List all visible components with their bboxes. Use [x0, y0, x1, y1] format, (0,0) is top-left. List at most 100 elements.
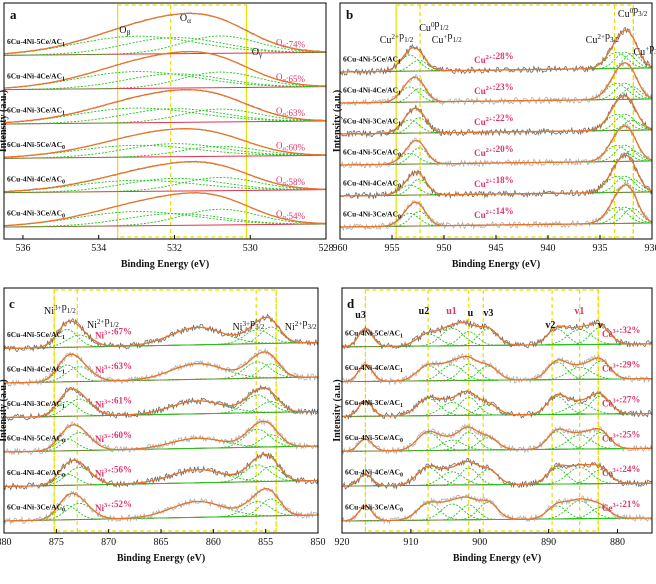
x-tick-label-b-4: 940 [541, 243, 556, 254]
sample-label: 6Cu-4Ni-4Ce/AC1 [7, 71, 65, 82]
x-tick-label-c-2: 870 [101, 537, 116, 548]
sample-label: 6Cu-4Ni-3Ce/AC1 [7, 399, 65, 410]
value-annotation: Ni3+:60% [95, 430, 132, 444]
peak-label-u1: u1 [446, 306, 457, 317]
x-tick-label-b-6: 930 [645, 243, 656, 254]
x-tick-label-d-1: 910 [403, 537, 418, 548]
peak-label-u3: u3 [355, 310, 366, 321]
value-annotation: Oα:54% [276, 209, 306, 221]
value-annotation: Oα:63% [276, 106, 306, 118]
spectrum-d-2: 6Cu-4Ni-3Ce/AC1 Ce3+:27% [342, 390, 652, 418]
spectrum-c-4: 6Cu-4Ni-4Ce/AC0 Ni3+:56% [4, 452, 318, 489]
panel-b: 6Cu-4Ni-5Ce/AC1 Cu2+:28% 6Cu-4Ni-4Ce/AC1 Cu… [332, 3, 656, 270]
peak-label-v2: v2 [545, 320, 555, 331]
value-annotation: Ce3+:27% [602, 395, 640, 409]
background-line [4, 190, 326, 193]
sample-label: 6Cu-4Ni-4Ce/AC0 [7, 468, 65, 479]
sample-label: 6Cu-4Ni-5Ce/AC0 [343, 148, 401, 159]
sample-label: 6Cu-4Ni-4Ce/AC0 [343, 179, 401, 190]
background-line [4, 121, 326, 124]
value-annotation: Cu2+:22% [474, 113, 513, 127]
value-annotation: Ni3+:52% [95, 499, 132, 513]
y-axis-title-a: Intensity (a.u.) [0, 90, 9, 153]
panel-letter-a: a [10, 7, 17, 22]
x-tick-label-a-3: 530 [243, 243, 258, 254]
x-tick-label-d-0: 920 [335, 537, 350, 548]
peak-label-v: v [598, 320, 603, 331]
y-axis-title-b: Intensity (a.u.) [332, 90, 343, 153]
spectrum-d-3: 6Cu-4Ni-5Ce/AC0 Ce3+:25% [342, 425, 652, 455]
spectrum-a-2: 6Cu-4Ni-3Ce/AC1 Oα:63% [4, 89, 326, 124]
spectrum-c-1: 6Cu-4Ni-4Ce/AC1 Ni3+:63% [4, 349, 318, 386]
value-annotation: Oα:74% [276, 38, 306, 50]
peak-label-ni2-p3-2: Ni2+p3/2 [285, 318, 317, 333]
sample-label: 6Cu-4Ni-5Ce/AC0 [7, 434, 65, 445]
x-tick-label-a-4: 528 [319, 243, 334, 254]
value-annotation: Ni3+:56% [95, 465, 132, 479]
peak-label-cu0p3-2: Cu0p3/2 [618, 5, 648, 20]
sample-label: 6Cu-4Ni-3Ce/AC1 [343, 117, 401, 128]
x-tick-label-b-5: 935 [593, 243, 608, 254]
value-annotation: Cu2+:28% [474, 51, 513, 65]
spectrum-c-2: 6Cu-4Ni-3Ce/AC1 Ni3+:61% [4, 386, 318, 421]
x-axis-title-a: Binding Energy (eV) [121, 259, 209, 270]
background-line [4, 87, 326, 90]
x-axis-title-c: Binding Energy (eV) [117, 553, 205, 564]
value-annotation: Ce3+:21% [602, 499, 640, 513]
panel-letter-b: b [346, 7, 353, 22]
x-tick-label-c-6: 850 [311, 537, 326, 548]
peak-label-o: Oβ [119, 25, 130, 37]
sample-label: 6Cu-4Ni-4Ce/AC0 [345, 468, 403, 479]
sample-label: 6Cu-4Ni-4Ce/AC1 [7, 365, 65, 376]
peak-label-o: Oα [180, 13, 191, 25]
x-tick-label-d-4: 880 [610, 537, 625, 548]
spectrum-b-5: 6Cu-4Ni-3Ce/AC0 Cu2+:14% [340, 182, 652, 230]
y-axis-title-d: Intensity (a.u.) [332, 379, 343, 442]
sample-label: 6Cu-4Ni-3Ce/AC1 [7, 106, 65, 117]
value-annotation: Cu2+:14% [474, 206, 513, 220]
x-tick-label-d-2: 900 [472, 537, 487, 548]
peak-label-v1: v1 [574, 306, 584, 317]
value-annotation: Ce3+:24% [602, 464, 640, 478]
x-tick-label-c-4: 860 [206, 537, 221, 548]
value-annotation: Ni3+:61% [95, 396, 132, 410]
sample-label: 6Cu-4Ni-4Ce/AC1 [343, 86, 401, 97]
peak-label-v3: v3 [483, 308, 493, 319]
x-tick-label-a-1: 534 [91, 243, 106, 254]
sample-label: 6Cu-4Ni-3Ce/AC0 [343, 210, 401, 221]
x-tick-label-c-5: 855 [258, 537, 273, 548]
sample-label: 6Cu-4Ni-4Ce/AC0 [7, 174, 65, 185]
y-axis-title-c: Intensity (a.u.) [0, 379, 9, 442]
x-tick-label-c-3: 865 [154, 537, 169, 548]
x-tick-label-d-3: 890 [541, 537, 556, 548]
panel-letter-d: d [347, 296, 355, 311]
value-annotation: Ce3+:25% [602, 429, 640, 443]
value-annotation: Ce3+:29% [602, 360, 640, 374]
peak-label-o: Oγ [252, 47, 263, 59]
x-axis-title-b: Binding Energy (eV) [452, 259, 540, 270]
spectrum-c-3: 6Cu-4Ni-5Ce/AC0 Ni3+:60% [4, 419, 318, 455]
x-tick-label-b-0: 960 [333, 243, 348, 254]
value-annotation: Oα:65% [276, 72, 306, 84]
sample-label: 6Cu-4Ni-5Ce/AC1 [343, 55, 401, 66]
x-tick-label-b-2: 950 [437, 243, 452, 254]
peak-label-cu-p1-2: Cu+p1/2 [432, 31, 462, 46]
value-annotation: Ce3+:32% [602, 325, 640, 339]
sample-label: 6Cu-4Ni-5Ce/AC0 [345, 433, 403, 444]
sample-label: 6Cu-4Ni-5Ce/AC0 [7, 140, 65, 151]
sample-label: 6Cu-4Ni-3Ce/AC1 [345, 398, 403, 409]
value-annotation: Ni3+:63% [95, 361, 132, 375]
x-tick-label-c-1: 875 [49, 537, 64, 548]
